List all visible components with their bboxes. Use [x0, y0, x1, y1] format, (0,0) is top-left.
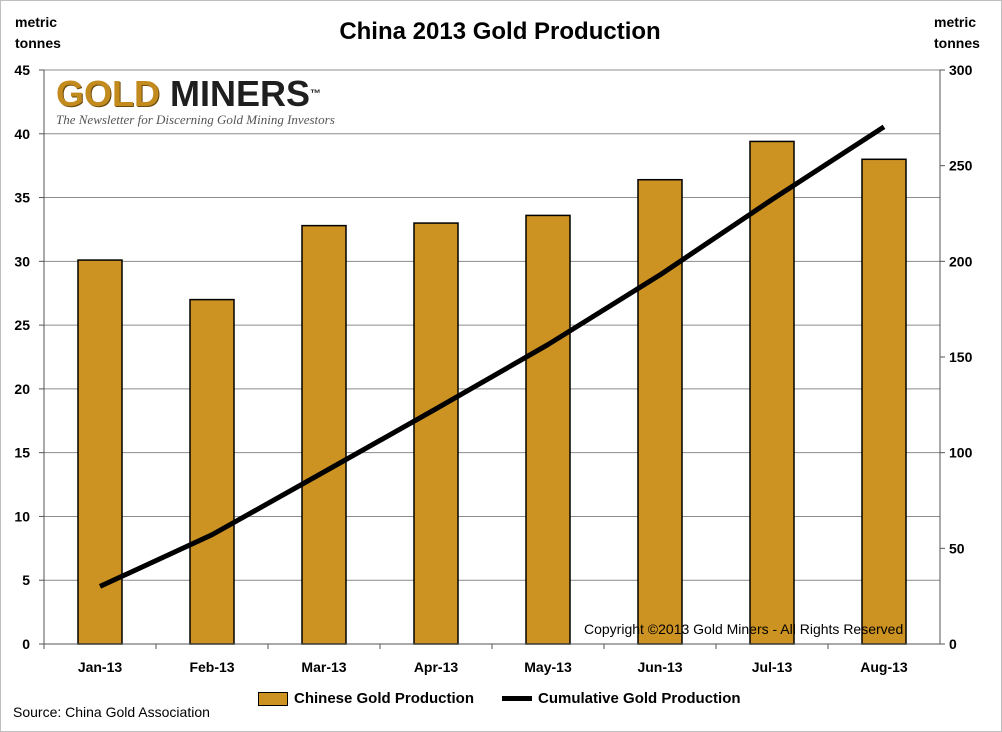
right-axis-unit-line1: metric	[934, 14, 977, 30]
right-tick-label: 50	[949, 540, 965, 556]
copyright-notice: Copyright ©2013 Gold Miners - All Rights…	[584, 621, 904, 637]
right-tick-label: 100	[949, 445, 973, 461]
chart-legend: Chinese Gold Production Cumulative Gold …	[258, 690, 769, 707]
left-tick-label: 45	[14, 62, 30, 78]
line-series	[98, 124, 886, 589]
left-axis-unit-line2: tonnes	[15, 35, 61, 51]
bar-series	[77, 140, 907, 645]
logo-word-gold: GOLD	[56, 73, 160, 114]
legend-bar-swatch	[258, 691, 288, 706]
bar	[637, 178, 683, 645]
legend-line-label: Cumulative Gold Production	[538, 690, 741, 707]
left-tick-label: 0	[22, 636, 30, 652]
cumulative-line	[98, 124, 886, 589]
left-tick-label: 35	[14, 190, 30, 206]
legend-item-bar: Chinese Gold Production	[258, 690, 474, 707]
gridlines	[43, 69, 941, 645]
left-tick-label: 30	[14, 253, 30, 269]
chart-title: China 2013 Gold Production	[339, 18, 661, 45]
left-tick-label: 25	[14, 317, 30, 333]
left-axis-unit-line1: metric	[15, 14, 58, 30]
tick-labels: 0 5 10 15 20 25 30 35 40 45 0 50 100 150 200 250 300 Jan-…	[14, 62, 972, 675]
right-tick-label: 150	[949, 349, 973, 365]
logo-trademark: ™	[310, 88, 322, 100]
right-tick-label: 200	[949, 253, 973, 269]
plot-area-border	[43, 69, 941, 645]
right-axis-unit-line2: tonnes	[934, 35, 980, 51]
logo-tagline: The Newsletter for Discerning Gold Minin…	[56, 112, 335, 127]
right-tick-label: 250	[949, 158, 973, 174]
x-tick-label: Jul-13	[752, 659, 793, 675]
x-tick-label: Jun-13	[637, 659, 682, 675]
gold-miners-logo: GOLD MINERS™ The Newsletter for Discerni…	[56, 74, 335, 128]
bar	[413, 222, 459, 645]
left-tick-label: 10	[14, 508, 30, 524]
bar	[525, 214, 571, 645]
bar	[749, 140, 795, 645]
left-tick-label: 5	[22, 572, 30, 588]
axes	[39, 69, 945, 649]
x-tick-label: Jan-13	[78, 659, 123, 675]
legend-item-line: Cumulative Gold Production	[502, 690, 741, 707]
right-axis-unit: metric tonnes	[934, 12, 980, 54]
x-tick-label: Mar-13	[301, 659, 346, 675]
logo-wordmark: GOLD MINERS™	[56, 74, 335, 114]
left-tick-label: 15	[14, 445, 30, 461]
legend-bar-label: Chinese Gold Production	[294, 690, 475, 707]
bar	[861, 158, 907, 645]
left-tick-label: 20	[14, 381, 30, 397]
x-tick-label: Apr-13	[414, 659, 459, 675]
right-tick-label: 300	[949, 62, 973, 78]
x-tick-label: May-13	[524, 659, 572, 675]
bar	[189, 298, 235, 645]
left-tick-label: 40	[14, 126, 30, 142]
left-axis-unit: metric tonnes	[15, 12, 61, 54]
source-note: Source: China Gold Association	[13, 704, 210, 720]
right-tick-label: 0	[949, 636, 957, 652]
logo-word-miners: MINERS	[170, 73, 311, 114]
x-tick-label: Feb-13	[189, 659, 234, 675]
legend-line-swatch	[502, 696, 533, 701]
bar	[301, 224, 347, 645]
x-tick-label: Aug-13	[860, 659, 908, 675]
